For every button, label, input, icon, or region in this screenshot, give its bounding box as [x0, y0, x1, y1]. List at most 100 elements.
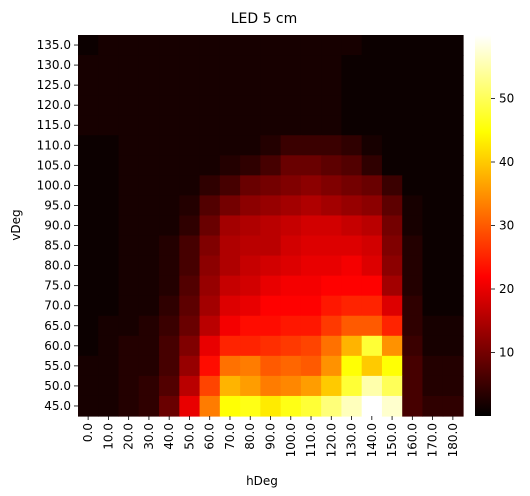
heatmap-cell — [442, 195, 464, 217]
heatmap-cell — [179, 195, 201, 217]
y-tick-label: 50.0 — [44, 379, 71, 393]
heatmap-cell — [179, 255, 201, 277]
heatmap-cell — [280, 255, 302, 277]
heatmap-cell — [442, 95, 464, 116]
heatmap-cell — [341, 295, 363, 317]
heatmap-cell — [321, 375, 343, 397]
heatmap-cell — [341, 35, 363, 56]
heatmap-cell — [341, 355, 363, 377]
heatmap-cell — [381, 235, 403, 257]
heatmap-cell — [199, 315, 221, 337]
heatmap-cell — [159, 315, 180, 337]
heatmap-cell — [422, 155, 444, 176]
heatmap-cell — [240, 155, 261, 176]
heatmap-cell — [381, 155, 403, 176]
heatmap-cell — [118, 315, 140, 337]
heatmap-cell — [118, 375, 140, 397]
heatmap-cell — [422, 115, 444, 136]
heatmap-cell — [321, 395, 343, 417]
heatmap-cell — [300, 315, 322, 337]
heatmap-cell — [321, 195, 343, 217]
heatmap-cell — [341, 75, 363, 96]
heatmap-cell — [422, 335, 444, 357]
heatmap-cell — [381, 135, 403, 156]
heatmap-cell — [361, 135, 383, 156]
heatmap-cell — [98, 375, 120, 397]
heatmap-cell — [321, 35, 343, 56]
x-tick-label: 120.0 — [324, 423, 338, 457]
heatmap-cell — [381, 175, 403, 197]
heatmap-cell — [280, 315, 302, 337]
heatmap-cell — [78, 195, 99, 217]
heatmap-cell — [179, 315, 201, 337]
heatmap-cell — [179, 135, 201, 156]
heatmap-cell — [78, 295, 99, 317]
heatmap-cell — [219, 255, 241, 277]
heatmap-cell — [321, 55, 343, 76]
heatmap-cell — [442, 295, 464, 317]
heatmap-cell — [199, 255, 221, 277]
heatmap-cell — [78, 275, 99, 297]
heatmap-cell — [381, 215, 403, 237]
heatmap-cell — [321, 295, 343, 317]
heatmap-cell — [361, 375, 383, 397]
heatmap-cell — [341, 235, 363, 257]
x-tick-label: 90.0 — [264, 423, 278, 450]
heatmap-cell — [179, 55, 201, 76]
heatmap-cell — [381, 295, 403, 317]
heatmap-cell — [402, 255, 424, 277]
heatmap-cell — [361, 335, 383, 357]
x-tick-label: 40.0 — [162, 423, 176, 450]
heatmap-cell — [260, 275, 282, 297]
heatmap-cell — [138, 335, 160, 357]
x-tick-label: 70.0 — [223, 423, 237, 450]
heatmap-cell — [422, 295, 444, 317]
heatmap-cell — [402, 215, 424, 237]
heatmap-cell — [280, 55, 302, 76]
heatmap-cell — [118, 135, 140, 156]
heatmap-cell — [240, 195, 261, 217]
heatmap-cell — [219, 35, 241, 56]
colorbar-tick-label: 40 — [499, 155, 514, 169]
y-tick-label: 95.0 — [44, 198, 71, 212]
heatmap-cell — [219, 375, 241, 397]
heatmap-cell — [179, 295, 201, 317]
x-tick-label: 130.0 — [345, 423, 359, 457]
heatmap-cell — [179, 155, 201, 176]
heatmap-cell — [280, 135, 302, 156]
heatmap-cell — [402, 155, 424, 176]
heatmap-cell — [260, 255, 282, 277]
heatmap-cell — [402, 395, 424, 417]
heatmap-cell — [260, 235, 282, 257]
heatmap-cell — [240, 355, 261, 377]
heatmap-cell — [402, 195, 424, 217]
heatmap-cell — [321, 355, 343, 377]
heatmap-cell — [341, 275, 363, 297]
heatmap-cell — [199, 275, 221, 297]
heatmap-cell — [442, 215, 464, 237]
heatmap-cell — [321, 95, 343, 116]
heatmap-cell — [98, 255, 120, 277]
heatmap-cell — [240, 315, 261, 337]
heatmap-cell — [422, 375, 444, 397]
heatmap-cell — [98, 275, 120, 297]
heatmap-cell — [422, 235, 444, 257]
heatmap-cell — [402, 235, 424, 257]
heatmap-cell — [199, 35, 221, 56]
heatmap-cell — [422, 275, 444, 297]
heatmap-cell — [98, 55, 120, 76]
heatmap-cell — [179, 115, 201, 136]
heatmap-cell — [280, 355, 302, 377]
y-tick-label: 45.0 — [44, 399, 71, 413]
heatmap-cell — [321, 115, 343, 136]
heatmap-cell — [260, 355, 282, 377]
colorbar-tick-label: 50 — [499, 92, 514, 106]
heatmap-cell — [98, 95, 120, 116]
heatmap-cell — [422, 175, 444, 197]
heatmap-cell — [138, 115, 160, 136]
heatmap-cell — [159, 295, 180, 317]
heatmap-cell — [442, 175, 464, 197]
heatmap-cell — [280, 395, 302, 417]
heatmap-cell — [442, 335, 464, 357]
heatmap-cell — [260, 95, 282, 116]
